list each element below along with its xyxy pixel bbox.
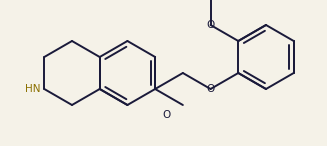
Text: O: O [206,84,215,94]
Text: HN: HN [25,84,40,94]
Text: O: O [206,20,215,30]
Text: O: O [162,110,170,120]
